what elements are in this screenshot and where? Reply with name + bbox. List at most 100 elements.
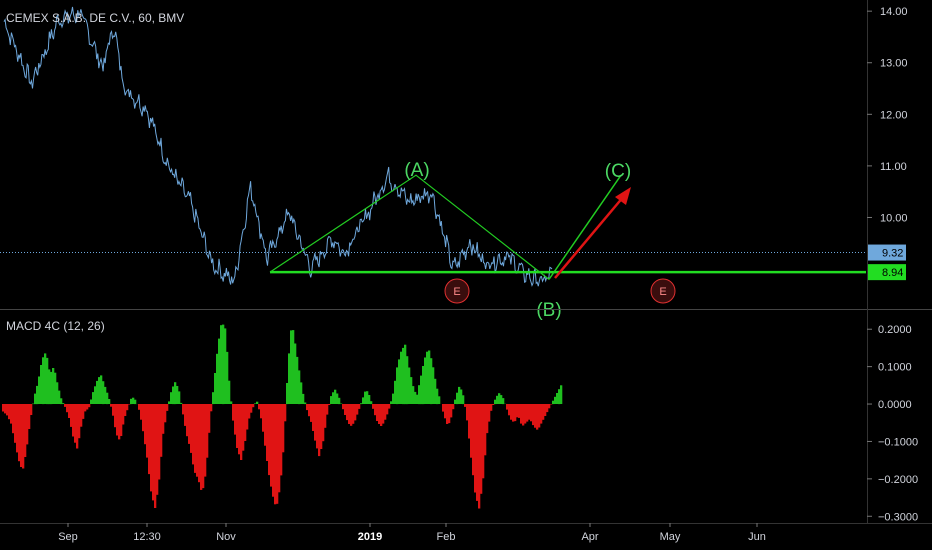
macd-bar — [224, 328, 227, 404]
macd-bar — [262, 404, 265, 432]
price-line — [3, 6, 553, 287]
time-tick-label: Apr — [581, 531, 598, 543]
svg-text:9.32: 9.32 — [882, 248, 903, 260]
price-tick-label: 12.00 — [880, 109, 908, 121]
macd-bar — [326, 404, 329, 415]
macd-bar — [482, 404, 485, 479]
macd-bar — [212, 392, 215, 405]
macd-bar — [22, 404, 25, 469]
macd-bar — [546, 404, 549, 413]
macd-bar — [410, 377, 413, 404]
macd-bar — [320, 404, 323, 449]
price-axis[interactable]: 14.00 13.00 12.00 11.00 10.00 — [867, 6, 908, 224]
macd-bar — [110, 404, 113, 407]
macd-bar — [192, 404, 195, 465]
macd-bar — [306, 404, 309, 411]
macd-bar — [376, 404, 379, 421]
macd-bar — [432, 367, 435, 404]
macd-bar — [204, 404, 207, 477]
macd-bar — [12, 404, 15, 434]
support-price-badge: 8.94 — [868, 264, 906, 281]
macd-bar — [372, 404, 375, 409]
macd-bar — [528, 404, 531, 420]
macd-bar — [72, 404, 75, 437]
macd-bar — [550, 404, 553, 405]
macd-bar — [46, 357, 49, 405]
macd-bar — [62, 403, 65, 404]
macd-bar — [324, 404, 327, 428]
macd-pane[interactable]: MACD 4C (12, 26) — [2, 319, 563, 509]
macd-bar — [228, 380, 231, 404]
macd-bar — [244, 404, 247, 441]
macd-bar — [368, 395, 371, 404]
macd-bar — [492, 404, 495, 405]
macd-bar — [198, 404, 201, 483]
macd-bar — [222, 324, 225, 405]
wave-c-arrow[interactable] — [554, 195, 625, 279]
earnings-marker-1[interactable]: E — [444, 278, 470, 304]
macd-bar — [68, 404, 71, 418]
macd-bar — [540, 404, 543, 424]
macd-bar — [444, 404, 447, 419]
macd-bar — [340, 403, 343, 404]
macd-bar — [388, 404, 391, 409]
macd-bar — [456, 392, 459, 405]
macd-bar — [402, 347, 405, 405]
macd-bar — [86, 404, 89, 410]
macd-bar — [506, 404, 509, 410]
earnings-marker-2[interactable]: E — [650, 278, 676, 304]
price-pane[interactable]: (A) (B) (C) E E CEMEX S.A.B. DE C.V., 60… — [0, 6, 866, 321]
macd-bar — [394, 380, 397, 404]
macd-bar — [272, 404, 275, 497]
symbol-title[interactable]: CEMEX S.A.B. DE C.V., 60, BMV — [6, 11, 184, 25]
macd-bar — [132, 397, 135, 404]
macd-bar — [434, 378, 437, 404]
macd-bar — [186, 404, 189, 437]
macd-bar — [184, 404, 187, 426]
time-axis[interactable]: Sep 12:30 Nov 2019 Feb Apr May Jun — [58, 523, 766, 543]
macd-bar — [202, 404, 205, 489]
macd-bar — [270, 404, 273, 487]
macd-bar — [36, 385, 39, 405]
macd-bar — [264, 404, 267, 446]
macd-bar — [124, 404, 127, 416]
macd-bar — [118, 404, 121, 440]
macd-bar — [382, 404, 385, 424]
macd-bar — [266, 404, 269, 461]
macd-bar — [82, 404, 85, 419]
macd-bar — [446, 404, 449, 424]
macd-bar — [278, 404, 281, 493]
macd-bar — [398, 359, 401, 404]
macd-bar — [208, 404, 211, 433]
macd-bar — [534, 404, 537, 428]
macd-bar — [252, 404, 255, 408]
macd-bar — [476, 404, 479, 501]
macd-bar — [412, 386, 415, 404]
macd-bar — [242, 404, 245, 451]
macd-bar — [20, 404, 23, 467]
macd-bar — [70, 404, 73, 427]
time-tick-label: Feb — [437, 531, 456, 543]
macd-title[interactable]: MACD 4C (12, 26) — [6, 319, 105, 333]
macd-bar — [484, 404, 487, 456]
wave-c-projection-line[interactable] — [548, 174, 622, 280]
macd-bar — [96, 380, 99, 404]
macd-bar — [144, 404, 147, 445]
macd-bar — [294, 343, 297, 404]
macd-bar — [76, 404, 79, 449]
macd-bar — [134, 399, 137, 405]
wave-ab-trendlines[interactable] — [269, 174, 550, 280]
macd-bar — [442, 404, 445, 412]
macd-bar — [98, 377, 101, 404]
macd-bar — [176, 386, 179, 404]
macd-bar — [282, 404, 285, 453]
macd-axis[interactable]: 0.2000 0.1000 0.0000 −0.1000 −0.2000 −0.3000 — [867, 324, 918, 523]
macd-bar — [214, 373, 217, 404]
macd-bar — [344, 404, 347, 415]
macd-bar — [260, 404, 263, 419]
macd-bar — [338, 397, 341, 405]
macd-bar — [364, 391, 367, 404]
macd-bar — [422, 366, 425, 405]
macd-bar — [556, 393, 559, 404]
macd-bar — [458, 386, 461, 404]
